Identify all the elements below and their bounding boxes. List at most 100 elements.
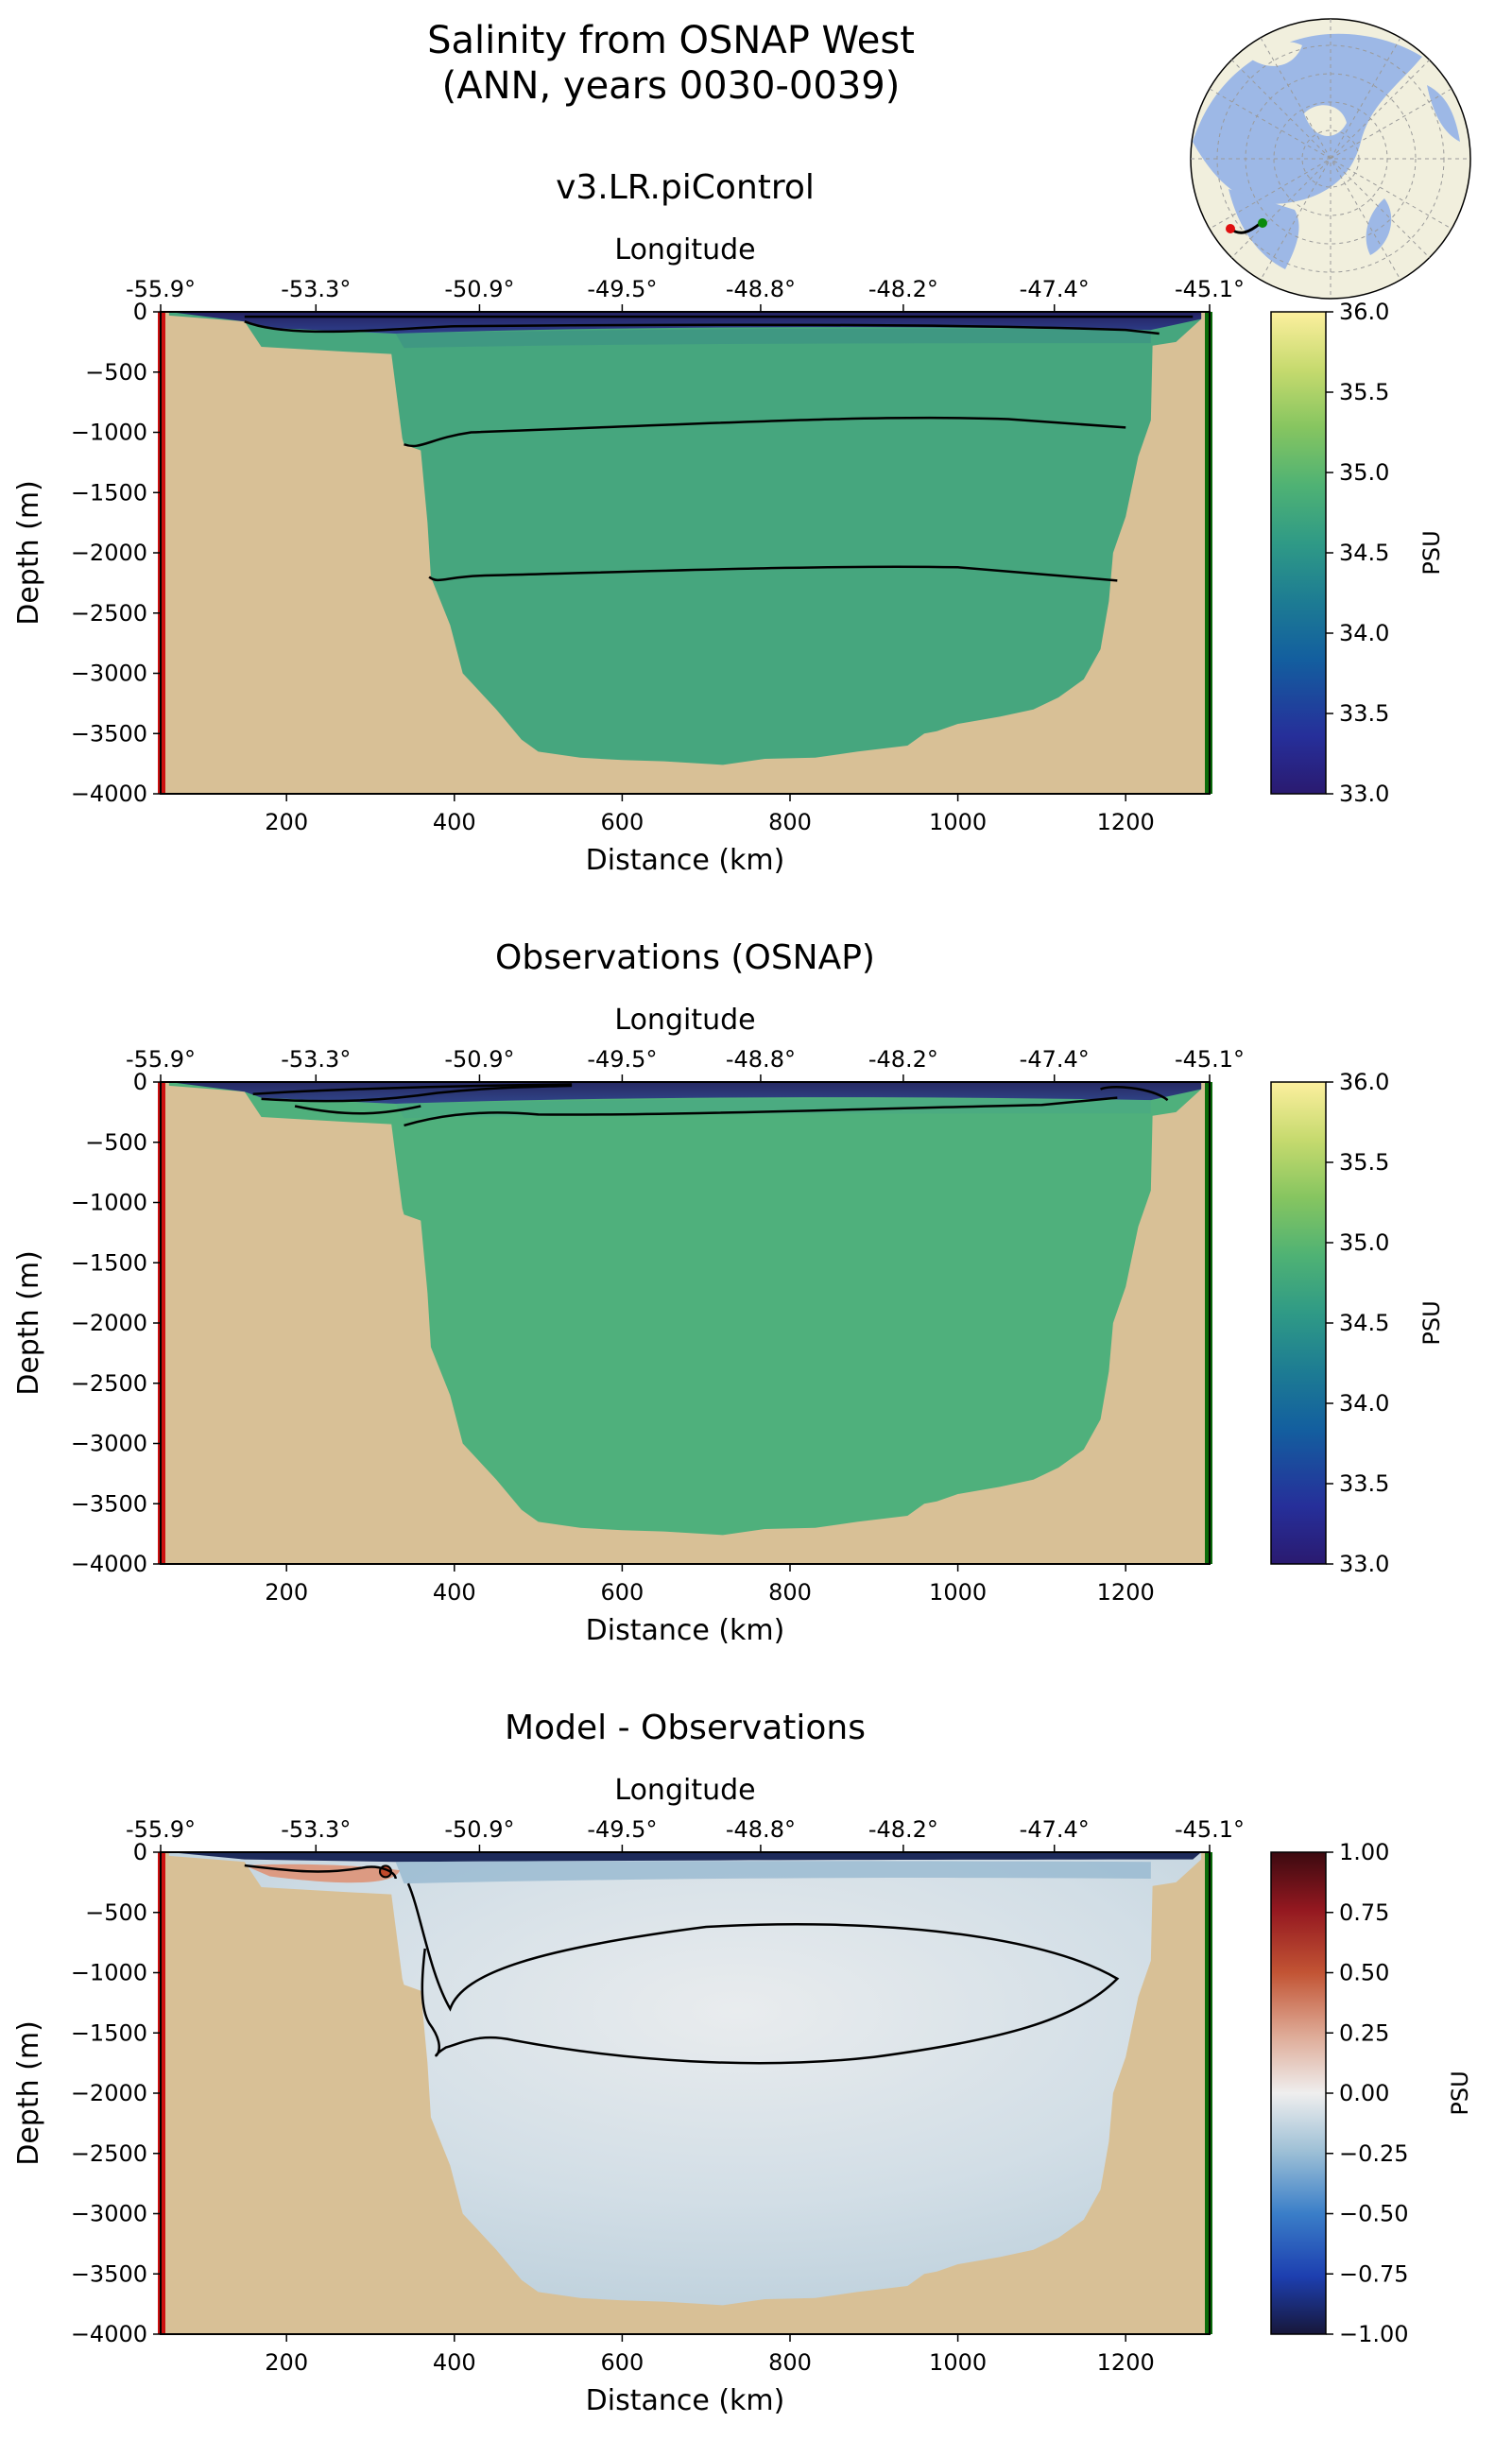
colorbar-tick-label: 0.75 — [1339, 1899, 1389, 1926]
top-tick-label: -50.9° — [444, 1046, 514, 1073]
colorbar-tick-label: 34.5 — [1339, 540, 1389, 566]
colorbar — [1270, 1081, 1327, 1565]
contour-line — [261, 1084, 573, 1103]
top-tick-label: -50.9° — [444, 1816, 514, 1843]
top-tick-label: -47.4° — [1020, 1816, 1090, 1843]
y-tick-label: −1000 — [71, 1960, 147, 1986]
y-tick-label: −1000 — [71, 1190, 147, 1216]
water-section — [168, 312, 1202, 765]
y-tick-label: −1500 — [71, 1249, 147, 1276]
colorbar-tick-label: 0.00 — [1339, 2080, 1389, 2106]
section-start-marker — [1226, 224, 1235, 233]
y-axis-label: Depth (m) — [12, 2020, 45, 2166]
x-tick-label: 600 — [600, 809, 644, 835]
top-tick-label: -48.8° — [726, 276, 796, 302]
panel-2: 200 400 600 800 1000 1200 Distance (km) 0 −500 −1… — [12, 938, 1445, 1647]
y-tick-label: −1500 — [71, 479, 147, 506]
top-tick-label: -45.1° — [1175, 1046, 1245, 1073]
top-tick-label: -53.3° — [281, 276, 351, 302]
panel-title: v3.LR.piControl — [556, 168, 815, 207]
x-tick-label: 400 — [433, 1579, 476, 1606]
figure-title-line1: Salinity from OSNAP West — [427, 19, 915, 62]
y-tick-label: −500 — [85, 1129, 147, 1156]
contour-line — [404, 416, 1126, 448]
y-tick-label: −2500 — [71, 600, 147, 627]
y-tick-label: −4000 — [71, 1551, 147, 1577]
y-tick-label: −2000 — [71, 1310, 147, 1336]
colorbar-tick-label: 36.0 — [1339, 299, 1389, 325]
x-tick-label: 200 — [265, 2349, 308, 2376]
y-tick-label: −2000 — [71, 540, 147, 566]
x-tick-label: 600 — [600, 2349, 644, 2376]
x-tick-label: 1000 — [929, 1579, 987, 1606]
water-section — [168, 1852, 1202, 2306]
x-tick-label: 1200 — [1097, 1579, 1155, 1606]
x-tick-label: 1000 — [929, 2349, 987, 2376]
top-tick-label: -48.8° — [726, 1816, 796, 1843]
panel-title: Observations (OSNAP) — [495, 938, 875, 977]
y-tick-label: −4000 — [71, 2321, 147, 2347]
top-tick-label: -55.9° — [126, 276, 196, 302]
colorbar-tick-label: 33.0 — [1339, 781, 1389, 807]
x-tick-label: 400 — [433, 2349, 476, 2376]
top-tick-label: -49.5° — [587, 1816, 657, 1843]
y-tick-label: −3000 — [71, 2201, 147, 2227]
colorbar — [1270, 1851, 1327, 2335]
colorbar-label: PSU — [1418, 1300, 1445, 1345]
panel-1: 200 400 600 800 1000 1200 Distance (km) 0 −500 −1… — [12, 168, 1445, 877]
colorbar-tick-label: −0.50 — [1339, 2201, 1409, 2227]
colorbar-label: PSU — [1447, 2070, 1473, 2115]
top-tick-label: -50.9° — [444, 276, 514, 302]
top-tick-label: -48.2° — [868, 1046, 938, 1073]
y-tick-label: −3000 — [71, 661, 147, 687]
colorbar-tick-label: 33.0 — [1339, 1551, 1389, 1577]
y-tick-label: −3500 — [71, 2260, 147, 2287]
upper-layer — [395, 328, 1151, 349]
top-tick-label: -49.5° — [587, 276, 657, 302]
y-tick-label: −2000 — [71, 2080, 147, 2106]
colorbar-tick-label: 35.5 — [1339, 1149, 1389, 1176]
figure-title-line2: (ANN, years 0030-0039) — [442, 64, 901, 108]
colorbar-tick-label: −1.00 — [1339, 2321, 1409, 2347]
top-axis-label: Longitude — [614, 1004, 755, 1037]
contour-line — [244, 320, 1160, 335]
colorbar-tick-label: 34.5 — [1339, 1310, 1389, 1336]
y-tick-label: −500 — [85, 359, 147, 386]
contour-line — [244, 1864, 397, 1880]
top-tick-label: -55.9° — [126, 1816, 196, 1843]
upper-layer — [395, 1098, 1151, 1119]
contour-line — [1099, 1085, 1169, 1102]
top-axis-label: Longitude — [614, 233, 755, 266]
section-end-marker — [1258, 218, 1267, 228]
water-section — [168, 1082, 1202, 1536]
y-axis-label: Depth (m) — [12, 480, 45, 626]
y-tick-label: −3000 — [71, 1431, 147, 1457]
y-tick-label: 0 — [133, 299, 147, 325]
x-tick-label: 1200 — [1097, 809, 1155, 835]
top-axis-label: Longitude — [614, 1774, 755, 1807]
contour-line — [252, 1083, 573, 1095]
top-tick-label: -53.3° — [281, 1046, 351, 1073]
contour-line — [406, 1882, 1120, 2065]
x-tick-label: 200 — [265, 1579, 308, 1606]
top-tick-label: -48.2° — [868, 1816, 938, 1843]
colorbar-tick-label: 33.5 — [1339, 1470, 1389, 1497]
top-tick-label: -47.4° — [1020, 276, 1090, 302]
x-axis-label: Distance (km) — [586, 1614, 785, 1647]
top-tick-label: -45.1° — [1175, 1816, 1245, 1843]
colorbar-label: PSU — [1418, 530, 1445, 575]
y-tick-label: −2500 — [71, 2140, 147, 2167]
x-tick-label: 400 — [433, 809, 476, 835]
y-tick-label: 0 — [133, 1839, 147, 1865]
y-tick-label: −2500 — [71, 1370, 147, 1397]
y-tick-label: −500 — [85, 1899, 147, 1926]
contour-line — [294, 1105, 421, 1115]
top-tick-label: -49.5° — [587, 1046, 657, 1073]
surface-fresh-bias — [168, 1852, 1202, 1863]
panel-3: 200 400 600 800 1000 1200 Distance (km) 0 −500 −1… — [12, 1709, 1473, 2417]
colorbar-tick-label: −0.25 — [1339, 2140, 1409, 2167]
colorbar-tick-label: 0.50 — [1339, 1960, 1389, 1986]
top-tick-label: -55.9° — [126, 1046, 196, 1073]
colorbar-tick-label: 35.0 — [1339, 1229, 1389, 1256]
